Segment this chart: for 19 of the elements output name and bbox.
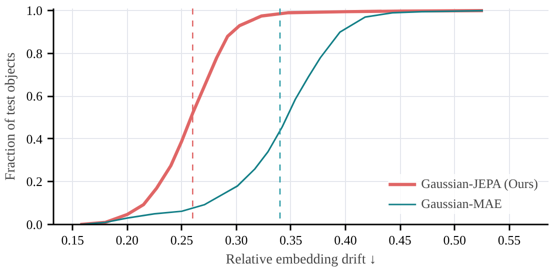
- x-tick-label: 0.20: [116, 232, 139, 248]
- y-tick-label: 0.8: [26, 46, 42, 61]
- legend-label: Gaussian-JEPA (Ours): [421, 176, 538, 192]
- y-axis-title: Fraction of test objects: [3, 52, 18, 180]
- x-tick-label: 0.50: [443, 232, 466, 248]
- x-tick-label: 0.40: [334, 232, 357, 248]
- x-tick-label: 0.15: [61, 232, 84, 248]
- x-tick-label: 0.45: [388, 232, 412, 248]
- x-tick-label: 0.55: [498, 232, 521, 248]
- x-tick-label: 0.30: [224, 232, 248, 248]
- y-tick-label: 0.2: [26, 174, 42, 190]
- y-tick-label: 0.6: [26, 88, 43, 104]
- y-tick-label: 0.0: [26, 217, 42, 232]
- y-tick-label: 0.4: [26, 131, 43, 146]
- x-tick-label: 0.25: [170, 232, 194, 248]
- x-tick-label: 0.35: [280, 232, 302, 248]
- x-axis-title: Relative embedding drift ↓: [226, 252, 376, 268]
- legend-label: Gaussian-MAE: [421, 196, 502, 212]
- y-tick-label: 1.0: [26, 3, 42, 18]
